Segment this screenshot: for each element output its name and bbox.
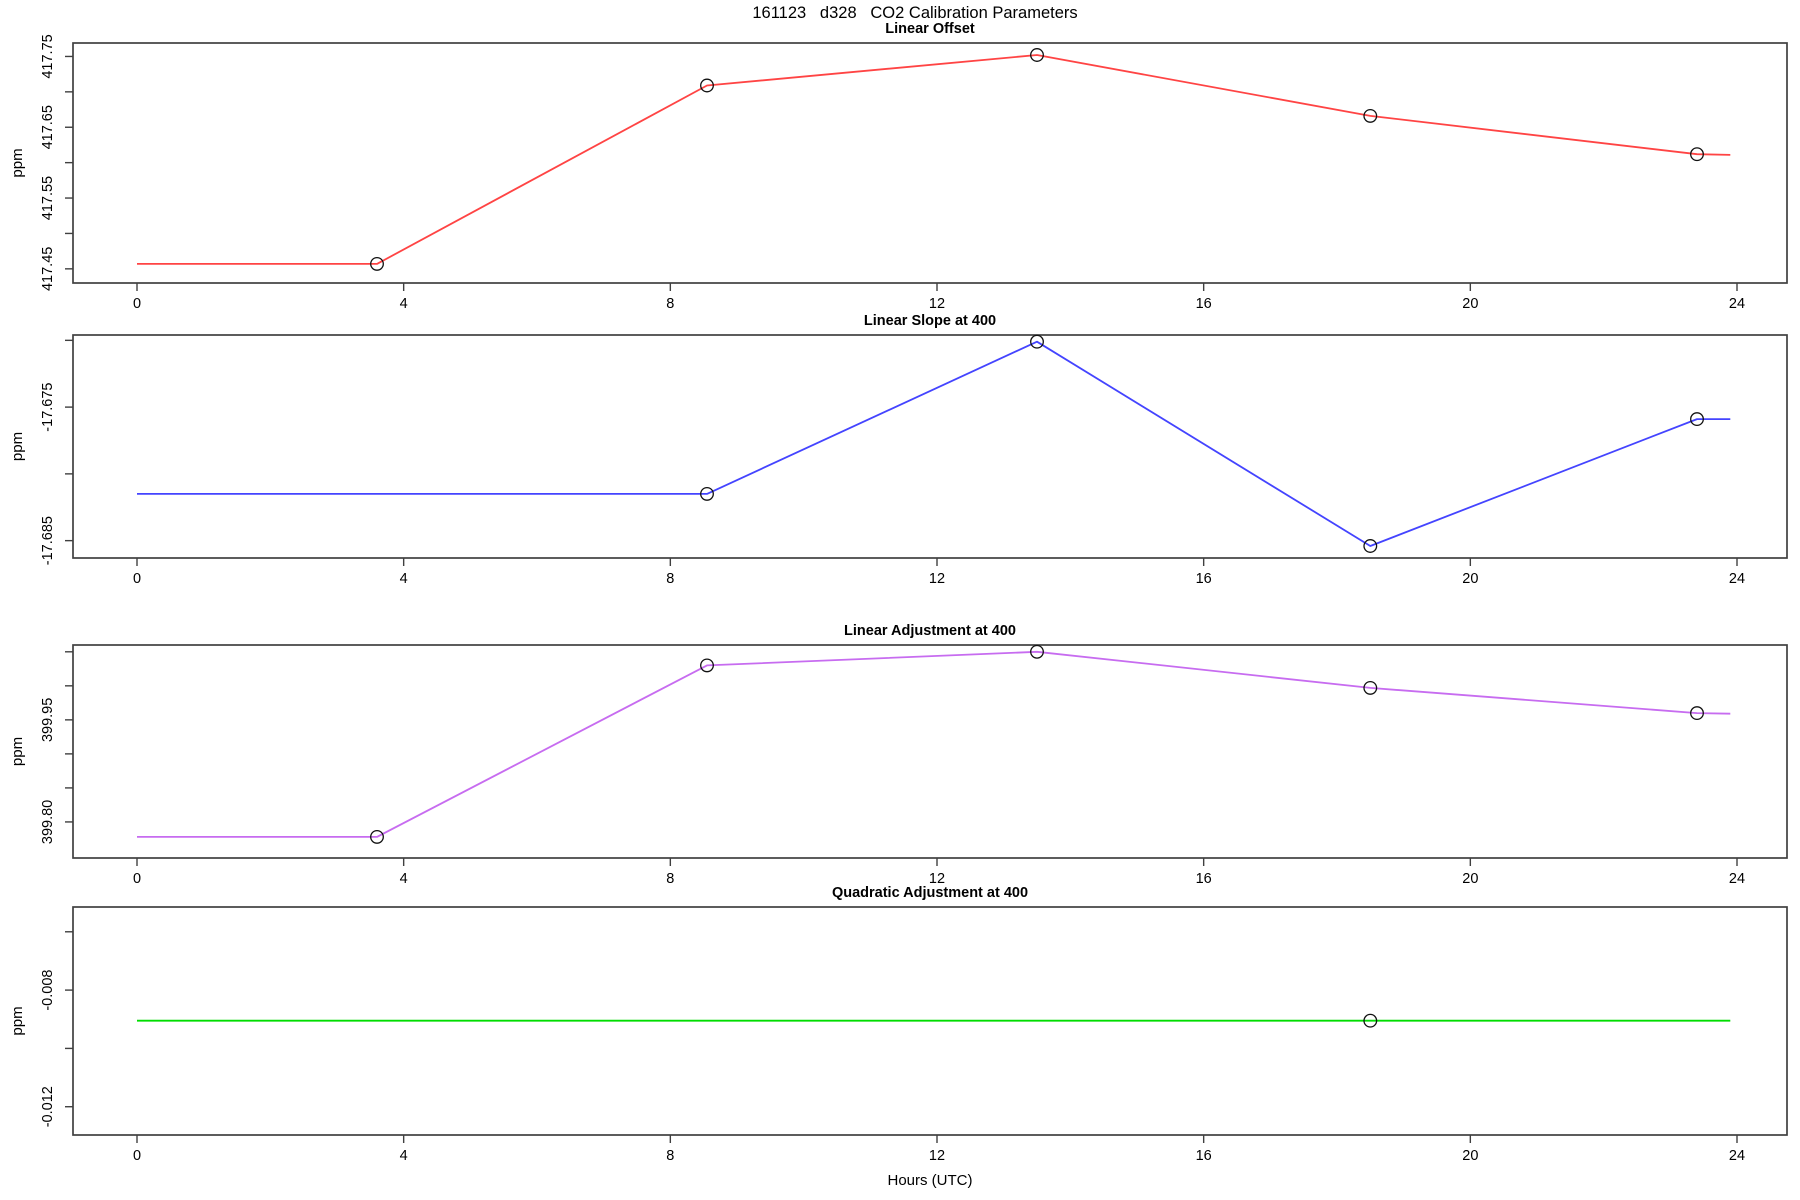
y-axis-label: ppm <box>9 432 26 461</box>
y-axis-label: ppm <box>9 1006 26 1035</box>
x-axis-tick-label: 24 <box>1729 1148 1745 1164</box>
panel-quadratic-adjustment-at-400: Quadratic Adjustment at 400 ppm -0.012 -0.0… <box>9 885 1788 1164</box>
panel-linear-offset: Linear Offset ppm 417.45 417.55 417.65 417.75… <box>9 21 1788 312</box>
data-point-marker <box>1030 48 1044 62</box>
y-axis-tick-label: 417.65 <box>40 105 56 149</box>
y-axis-tick-label: -0.008 <box>40 970 56 1011</box>
panel-title: Linear Adjustment at 400 <box>844 623 1016 639</box>
x-axis-tick-label: 20 <box>1462 1148 1478 1164</box>
plot-box <box>72 906 1788 1136</box>
data-point-marker <box>370 829 384 844</box>
x-axis-tick-label: 20 <box>1462 296 1478 312</box>
x-axis-tick-label: 24 <box>1729 296 1745 312</box>
x-axis-tick-label: 24 <box>1729 571 1745 587</box>
data-point-marker <box>1363 108 1378 123</box>
x-axis-title: Hours (UTC) <box>887 1172 973 1189</box>
data-point-marker <box>1690 706 1704 721</box>
data-point-marker <box>1363 680 1378 695</box>
data-point-marker <box>370 256 384 271</box>
data-point-marker <box>700 78 714 93</box>
x-axis-tick-label: 16 <box>1196 296 1212 312</box>
x-axis-tick-label: 4 <box>400 1148 408 1164</box>
x-axis-tick-label: 20 <box>1462 871 1478 887</box>
y-axis-tick-label: -17.685 <box>40 516 56 565</box>
data-point-marker <box>1363 1013 1378 1028</box>
x-axis-tick-label: 8 <box>666 296 674 312</box>
data-point-marker <box>1030 334 1044 349</box>
x-axis-tick-label: 12 <box>929 1148 945 1164</box>
x-axis-tick-label: 4 <box>400 571 408 587</box>
x-axis-tick-label: 0 <box>133 571 141 587</box>
series-line <box>137 54 1731 265</box>
panel-title: Quadratic Adjustment at 400 <box>832 885 1028 901</box>
panel-title: Linear Offset <box>885 21 975 37</box>
x-axis-tick-label: 12 <box>929 871 945 887</box>
y-axis-tick-label: 399.95 <box>40 698 56 742</box>
x-axis-tick-label: 16 <box>1196 571 1212 587</box>
panel-title: Linear Slope at 400 <box>864 313 996 329</box>
data-point-marker <box>1363 539 1378 553</box>
y-axis-label: ppm <box>9 737 26 766</box>
data-point-marker <box>1690 147 1704 162</box>
x-axis-tick-label: 16 <box>1196 1148 1212 1164</box>
x-axis-tick-label: 8 <box>666 871 674 887</box>
panel-linear-adjustment-at-400: Linear Adjustment at 400 ppm 399.80 399.95 0… <box>9 623 1788 887</box>
data-point-marker <box>700 486 714 501</box>
x-axis-tick-label: 24 <box>1729 871 1745 887</box>
y-axis-tick-label: 399.80 <box>40 800 56 844</box>
x-axis-tick-label: 12 <box>929 296 945 312</box>
series-line <box>137 340 1731 547</box>
x-axis-tick-label: 16 <box>1196 871 1212 887</box>
x-axis-tick-label: 0 <box>133 296 141 312</box>
series-line <box>137 650 1731 838</box>
x-axis-tick-label: 4 <box>400 296 408 312</box>
data-point-marker <box>1690 412 1704 427</box>
x-axis-tick-label: 4 <box>400 871 408 887</box>
y-axis-tick-label: -0.012 <box>40 1086 56 1127</box>
plot-box <box>72 334 1788 559</box>
panel-linear-slope-at-400: Linear Slope at 400 ppm -17.685 -17.675 0 4 8 1… <box>9 313 1788 587</box>
x-axis-tick-label: 0 <box>133 1148 141 1164</box>
y-axis-tick-label: 417.55 <box>40 176 56 220</box>
x-axis-tick-label: 8 <box>666 1148 674 1164</box>
y-axis-tick-label: -17.675 <box>40 383 56 432</box>
plot-box <box>72 42 1788 284</box>
x-axis-tick-label: 20 <box>1462 571 1478 587</box>
x-axis-tick-label: 8 <box>666 571 674 587</box>
data-point-marker <box>700 658 714 673</box>
y-axis-label: ppm <box>9 148 26 177</box>
y-axis-tick-label: 417.75 <box>40 34 56 78</box>
x-axis-tick-label: 12 <box>929 571 945 587</box>
y-axis-tick-label: 417.45 <box>40 247 56 291</box>
x-axis-tick-label: 0 <box>133 871 141 887</box>
chart-title: 161123 d328 CO2 Calibration Parameters <box>752 4 1078 22</box>
plot-box <box>72 644 1788 859</box>
data-point-marker <box>1030 644 1044 659</box>
